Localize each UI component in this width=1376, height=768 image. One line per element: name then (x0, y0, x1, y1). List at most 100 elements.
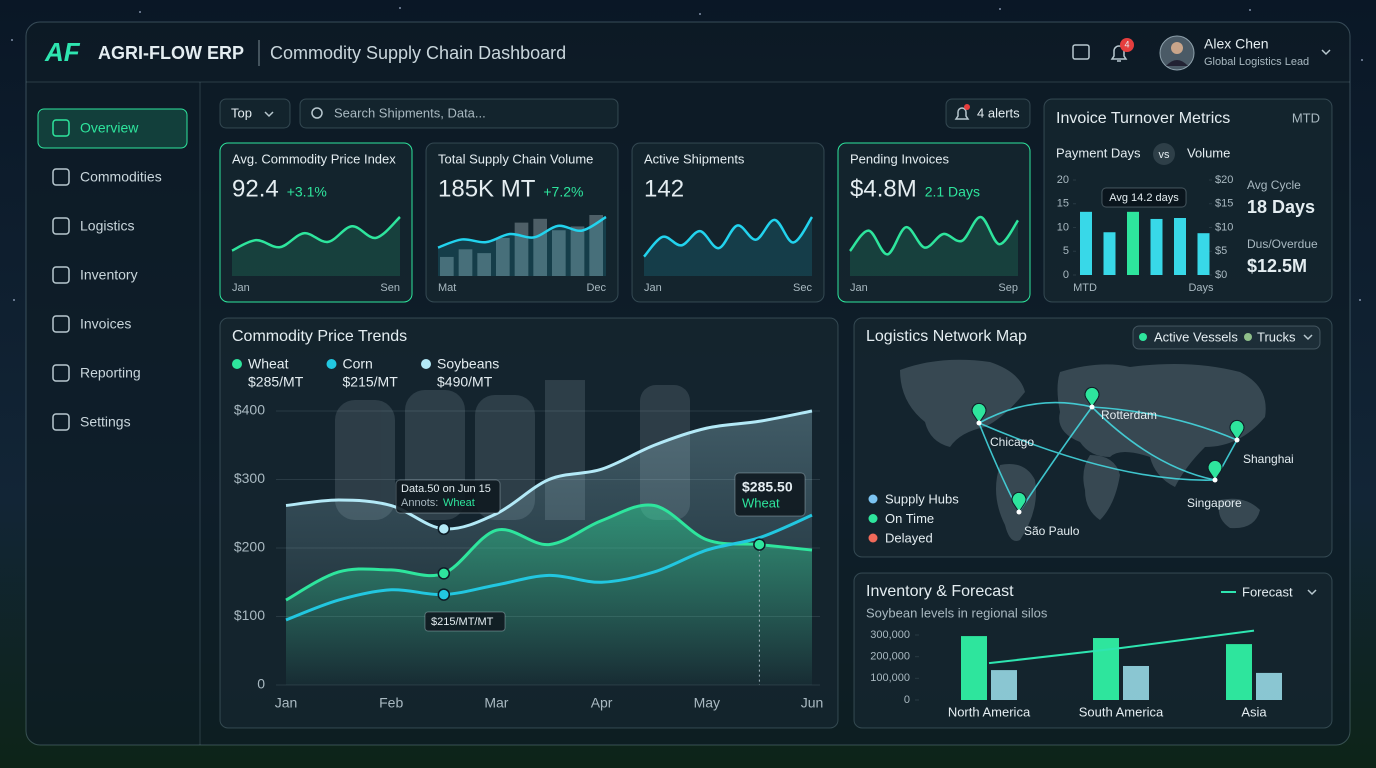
alerts-dot (964, 104, 970, 110)
nav-item[interactable]: Commodities (80, 169, 162, 185)
city-pin[interactable] (1207, 459, 1223, 481)
kpi-card[interactable] (837, 142, 1031, 303)
nav-item[interactable]: Reporting (80, 365, 141, 381)
x-tick-label: Days (1188, 282, 1214, 294)
inventory-chart: 300,000 200,000 100,000 0 North America South… (870, 629, 1282, 719)
city-pin[interactable] (1011, 491, 1027, 513)
legend-swatch (868, 533, 878, 543)
x-tick-label: Feb (379, 695, 403, 711)
kpi-card[interactable] (425, 142, 619, 303)
y2-tick-label: $10 (1215, 221, 1233, 233)
bell-icon[interactable] (1110, 45, 1128, 62)
legend-label: Delayed (885, 530, 933, 545)
invoice-tooltip (1101, 187, 1187, 208)
nav-icon (52, 168, 70, 186)
invoice-metric-a: Payment Days (1056, 145, 1141, 160)
kpi-change: +7.2% (543, 184, 583, 200)
stat-label: Dus/Overdue (1247, 237, 1318, 251)
nav-icon (52, 315, 70, 333)
kpi-bar (570, 226, 585, 276)
invoice-tooltip-text: Avg 14.2 days (1109, 192, 1179, 204)
tooltip (395, 479, 501, 514)
legend-label: Supply Hubs (885, 491, 959, 506)
price-title: Commodity Price Trends (232, 328, 407, 345)
filter-dropdown[interactable] (219, 98, 291, 129)
forecast-legend[interactable]: Forecast (1242, 584, 1293, 599)
nav-item[interactable]: Overview (80, 120, 139, 136)
kpi-area (850, 216, 1018, 276)
y-tick-label: 20 (1057, 174, 1069, 186)
kpi-sparkline (849, 215, 1020, 256)
legend-swatch (421, 359, 431, 369)
nav-icon (52, 364, 70, 382)
logo: AF (44, 37, 81, 67)
invoice-title: Invoice Turnover Metrics (1056, 110, 1230, 127)
kpi-card[interactable] (631, 142, 825, 303)
city-dot (1234, 437, 1240, 443)
y-tick-label: 5 (1063, 245, 1069, 257)
city-pin[interactable] (971, 402, 987, 424)
y-tick-label: $200 (234, 539, 265, 555)
legend-swatch (868, 494, 878, 504)
alerts-icon (954, 107, 970, 120)
inventory-subtitle: Soybean levels in regional silos (866, 605, 1048, 620)
user-name[interactable]: Alex Chen (1204, 36, 1269, 52)
invoice-chart: 0 5 10 15 20 $0 $5 $10 $15 $20 MTD Days Avg Cycle 18 … (1057, 174, 1318, 294)
series-line (285, 503, 813, 602)
series-line (285, 513, 813, 622)
nav-item[interactable]: Inventory (80, 267, 138, 283)
kpi-value: $4.8M (850, 175, 917, 202)
tooltip (734, 472, 806, 517)
y-tick-label: $400 (234, 402, 265, 418)
kpi-sparkline (231, 216, 401, 252)
x-tick-label: South America (1079, 704, 1164, 719)
map-filter-chevron (1303, 334, 1313, 341)
city-dot (1212, 477, 1218, 483)
kpi-label: Active Shipments (644, 151, 745, 166)
kpi-label: Avg. Commodity Price Index (232, 151, 396, 166)
nav-item[interactable]: Logistics (80, 218, 134, 234)
bar (1197, 233, 1210, 275)
tooltip-series: Wheat (443, 497, 475, 509)
nav-item[interactable]: Invoices (80, 316, 131, 332)
city-pin[interactable] (1084, 386, 1100, 408)
kpis: Avg. Commodity Price Index 92.4 +3.1% Jan Se… (231, 151, 1020, 294)
vs-label: vs (1159, 149, 1171, 161)
user-menu-chevron[interactable] (1321, 49, 1331, 56)
messages-icon[interactable] (1072, 44, 1090, 60)
bar (1093, 638, 1119, 700)
legend-price: $215/MT (343, 374, 399, 390)
series-area (286, 504, 812, 685)
kpi-end: Dec (586, 282, 606, 294)
page-title: Commodity Supply Chain Dashboard (270, 43, 566, 63)
kpi-change: +3.1% (287, 184, 327, 200)
avatar-body (1166, 60, 1188, 66)
city-pin[interactable] (1229, 419, 1245, 441)
nav-item[interactable]: Settings (80, 414, 131, 430)
kpi-bar (552, 230, 566, 276)
kpi-value: 92.4 (232, 175, 279, 202)
search-box[interactable] (299, 98, 619, 129)
y2-tick-label: $15 (1215, 198, 1233, 210)
map-filter-trucks[interactable]: Trucks (1257, 329, 1296, 344)
kpi-bar (496, 237, 510, 276)
filter-chevron (264, 111, 274, 118)
city-label: Chicago (990, 435, 1034, 449)
world-map (900, 359, 1266, 541)
search-icon (311, 107, 323, 119)
map-filter-vessels[interactable]: Active Vessels (1154, 329, 1238, 344)
x-tick-label: Jun (801, 695, 824, 711)
map-panel (853, 317, 1333, 558)
bar (1127, 211, 1139, 275)
map-filter[interactable] (1132, 325, 1321, 350)
forecast-chevron[interactable] (1307, 589, 1317, 596)
y-tick-label: 0 (257, 676, 265, 692)
data-point (437, 588, 451, 601)
series-line (285, 409, 813, 531)
kpi-card[interactable] (219, 142, 413, 303)
tooltip-price: $285.50 (742, 479, 793, 495)
y-tick-label: $300 (234, 470, 265, 486)
kpi-start: Mat (438, 282, 456, 294)
legend-name: Soybeans (437, 356, 499, 372)
